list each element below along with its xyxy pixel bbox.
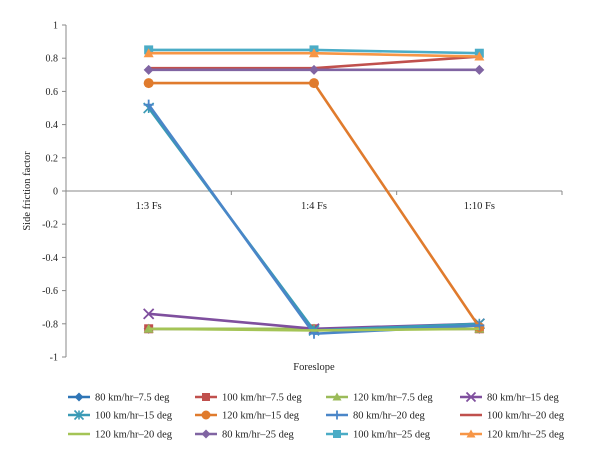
- legend-label: 80 km/hr–20 deg: [353, 411, 425, 422]
- x-category-label: 1:3 Fs: [136, 201, 162, 212]
- data-point: [143, 64, 154, 75]
- data-point: [309, 64, 319, 75]
- y-tick-label: -0.2: [42, 220, 58, 231]
- x-axis-label: Foreslope: [293, 362, 335, 373]
- legend-item: 80 km/hr–7.5 deg: [68, 392, 170, 404]
- legend-label: 120 km/hr–7.5 deg: [353, 393, 433, 404]
- legend-item: 120 km/hr–7.5 deg: [326, 392, 433, 404]
- legend-item: 120 km/hr–25 deg: [460, 429, 565, 441]
- data-point: [333, 430, 341, 438]
- series-7: [143, 99, 485, 339]
- data-point: [202, 393, 210, 401]
- legend-item: 120 km/hr–15 deg: [195, 410, 300, 422]
- legend-label: 80 km/hr–7.5 deg: [95, 393, 170, 404]
- data-point: [73, 409, 85, 421]
- series-line: [148, 327, 480, 332]
- y-tick-label: 0.6: [46, 87, 59, 98]
- legend-item: 100 km/hr–25 deg: [326, 430, 431, 441]
- y-tick-label: 0.4: [46, 120, 59, 131]
- legend-item: 120 km/hr–20 deg: [68, 430, 173, 441]
- legend-label: 100 km/hr–15 deg: [95, 411, 173, 422]
- data-point: [143, 99, 154, 110]
- legend-item: 80 km/hr–25 deg: [195, 429, 294, 441]
- series-10: [143, 64, 485, 75]
- legend: 80 km/hr–7.5 deg 100 km/hr–7.5 deg 120 km/…: [68, 391, 565, 441]
- data-point: [474, 51, 485, 61]
- y-axis-label: Side friction factor: [22, 151, 33, 231]
- x-axis: 1:3 Fs 1:4 Fs 1:10 Fs: [65, 190, 563, 212]
- legend-label: 100 km/hr–7.5 deg: [222, 393, 302, 404]
- legend-item: 100 km/hr–7.5 deg: [195, 393, 302, 404]
- legend-label: 100 km/hr–25 deg: [353, 430, 431, 441]
- y-tick-label: -0.6: [42, 286, 58, 297]
- legend-item: 100 km/hr–15 deg: [68, 409, 173, 422]
- data-point: [143, 323, 154, 333]
- legend-item: 100 km/hr–20 deg: [460, 411, 565, 422]
- data-point: [201, 429, 211, 439]
- legend-item: 80 km/hr–20 deg: [326, 410, 425, 422]
- y-tick-label: 0.2: [46, 153, 59, 164]
- y-tick-label: 0.8: [46, 54, 59, 65]
- data-point: [143, 78, 154, 89]
- plot-series: [143, 45, 485, 339]
- data-point: [74, 392, 84, 402]
- legend-label: 80 km/hr–25 deg: [222, 430, 294, 441]
- data-point: [332, 392, 342, 401]
- data-point: [143, 48, 154, 58]
- series-line: [147, 107, 480, 332]
- y-axis: -1 -0.8 -0.6 -0.4 -0.2 0 0.2 0.4 0.6 0.8 1: [42, 21, 67, 364]
- legend-item: 80 km/hr–15 deg: [460, 391, 559, 404]
- data-point: [143, 308, 155, 320]
- y-tick-label: -0.8: [42, 319, 58, 330]
- data-point: [201, 410, 211, 420]
- legend-label: 120 km/hr–25 deg: [487, 430, 565, 441]
- data-point: [474, 64, 485, 75]
- x-category-label: 1:4 Fs: [301, 201, 327, 212]
- legend-label: 120 km/hr–15 deg: [222, 411, 300, 422]
- data-point: [309, 48, 319, 58]
- series-5: [143, 102, 485, 337]
- y-tick-label: -0.4: [42, 253, 58, 264]
- data-point: [309, 78, 319, 89]
- data-point: [465, 391, 477, 403]
- series-12: [143, 48, 485, 61]
- legend-label: 100 km/hr–20 deg: [487, 411, 565, 422]
- y-tick-label: 0: [53, 187, 58, 198]
- data-point: [466, 429, 476, 438]
- series-line: [147, 103, 480, 336]
- legend-label: 120 km/hr–20 deg: [95, 430, 173, 441]
- legend-label: 80 km/hr–15 deg: [487, 393, 559, 404]
- y-tick-label: 1: [53, 21, 58, 32]
- x-category-label: 1:10 Fs: [464, 201, 495, 212]
- data-point: [332, 410, 342, 420]
- series-9: [148, 327, 480, 332]
- y-tick-label: -1: [50, 353, 58, 364]
